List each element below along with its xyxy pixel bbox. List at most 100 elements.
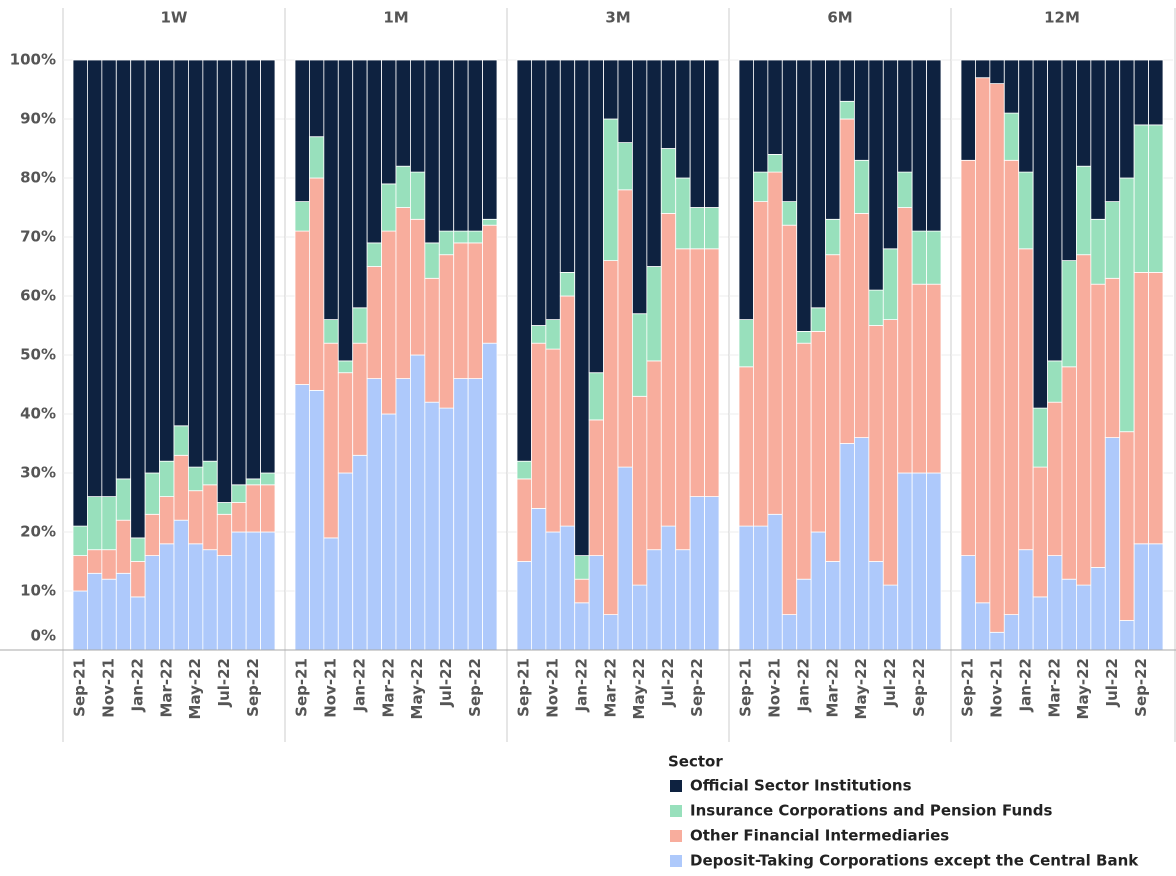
bar-segment [825, 59, 841, 220]
x-tick-label: Mar-22 [157, 658, 175, 718]
legend-swatch [670, 780, 682, 792]
bar-segment [482, 59, 498, 220]
bar-segment [467, 230, 483, 244]
bar-segment [854, 437, 870, 651]
bar-segment [144, 513, 160, 556]
bar-segment [115, 59, 132, 480]
bar-segment [352, 342, 368, 456]
bar-segment [767, 153, 783, 173]
bar-segment [188, 466, 204, 492]
bar-segment [188, 59, 204, 468]
bar-segment [337, 372, 354, 474]
bar-segment [1148, 271, 1164, 545]
bar-segment [294, 230, 310, 385]
bar-segment [216, 502, 233, 515]
x-tick-label: Jan-22 [794, 658, 812, 712]
bar-segment [337, 472, 354, 651]
bar-segment [689, 248, 705, 498]
bar-segment [1119, 177, 1135, 433]
bar-segment [911, 472, 927, 651]
bar-segment [926, 59, 942, 232]
bar-segment [366, 242, 382, 267]
bar-segment [337, 360, 354, 374]
bar-segment [87, 572, 103, 651]
bar-segment [309, 389, 325, 651]
bar-segment [868, 289, 884, 326]
bar-segment [453, 378, 469, 651]
bar-segment [603, 614, 619, 651]
bar-segment [660, 212, 677, 527]
bar-segment [1133, 59, 1149, 126]
bar-segment [1032, 596, 1048, 651]
bar-segment [1003, 614, 1020, 651]
x-tick-label: Nov-21 [988, 658, 1006, 718]
bar-segment [482, 342, 498, 651]
bar-segment [231, 502, 247, 533]
bar-segment [632, 395, 648, 586]
bar-segment [960, 555, 976, 651]
y-tick-label: 0% [31, 627, 56, 645]
bar-segment [115, 572, 132, 651]
bar-segment [144, 472, 160, 515]
bar-segment [173, 59, 189, 427]
bar-segment [1061, 578, 1077, 651]
bar-segment [337, 59, 354, 362]
bar-segment [545, 531, 561, 651]
bar-segment [753, 59, 769, 173]
bar-segment [1032, 59, 1048, 409]
bar-segment [1090, 59, 1106, 220]
bar-segment [704, 248, 720, 498]
x-tick-label: Jan-22 [350, 658, 368, 712]
bar-segment [202, 460, 218, 486]
bar-segment [660, 59, 677, 149]
bar-segment [646, 266, 662, 362]
bar-segment [294, 201, 310, 232]
bar-segment [72, 59, 88, 527]
y-tick-label: 20% [20, 523, 56, 541]
bar-segment [603, 118, 619, 262]
bar-segment [753, 171, 769, 203]
bar-segment [559, 295, 576, 527]
bar-segment [467, 242, 483, 379]
bar-segment [1076, 254, 1092, 586]
bar-segment [424, 59, 440, 244]
bar-segment [438, 407, 455, 651]
bar-segment [574, 602, 590, 651]
y-tick-label: 10% [20, 582, 56, 600]
bar-segment [975, 77, 991, 604]
x-tick-label: Sep-21 [515, 658, 533, 717]
bar-segment [1047, 401, 1063, 557]
bar-segment [395, 59, 411, 167]
bar-segment [101, 578, 117, 651]
bar-segment [130, 537, 146, 562]
x-tick-label: Mar-22 [1045, 658, 1063, 718]
bar-segment [1148, 59, 1164, 126]
bar-segment [323, 537, 339, 651]
bar-segment [753, 525, 769, 651]
bar-segment [87, 549, 103, 574]
bar-segment [617, 59, 633, 143]
x-tick-label: Jul-22 [881, 658, 899, 708]
bar-segment [603, 59, 619, 120]
x-tick-label: May-22 [1074, 658, 1092, 719]
bar-segment [245, 531, 261, 651]
bar-segment [424, 242, 440, 279]
bar-segment [294, 384, 310, 651]
bar-segment [989, 631, 1005, 651]
bar-segment [617, 142, 633, 191]
bar-segment [704, 496, 720, 651]
bar-segment [395, 207, 411, 380]
bar-segment [1047, 555, 1063, 651]
bar-segment [173, 425, 189, 456]
bar-segment [960, 59, 976, 161]
bar-segment [1133, 124, 1149, 273]
y-tick-label: 80% [20, 169, 56, 187]
legend-swatch [670, 805, 682, 817]
bar-segment [395, 165, 411, 208]
bar-segment [796, 578, 812, 651]
bar-segment [617, 189, 633, 468]
bar-segment [632, 584, 648, 651]
bar-segment [675, 177, 691, 250]
bar-segment [603, 260, 619, 616]
